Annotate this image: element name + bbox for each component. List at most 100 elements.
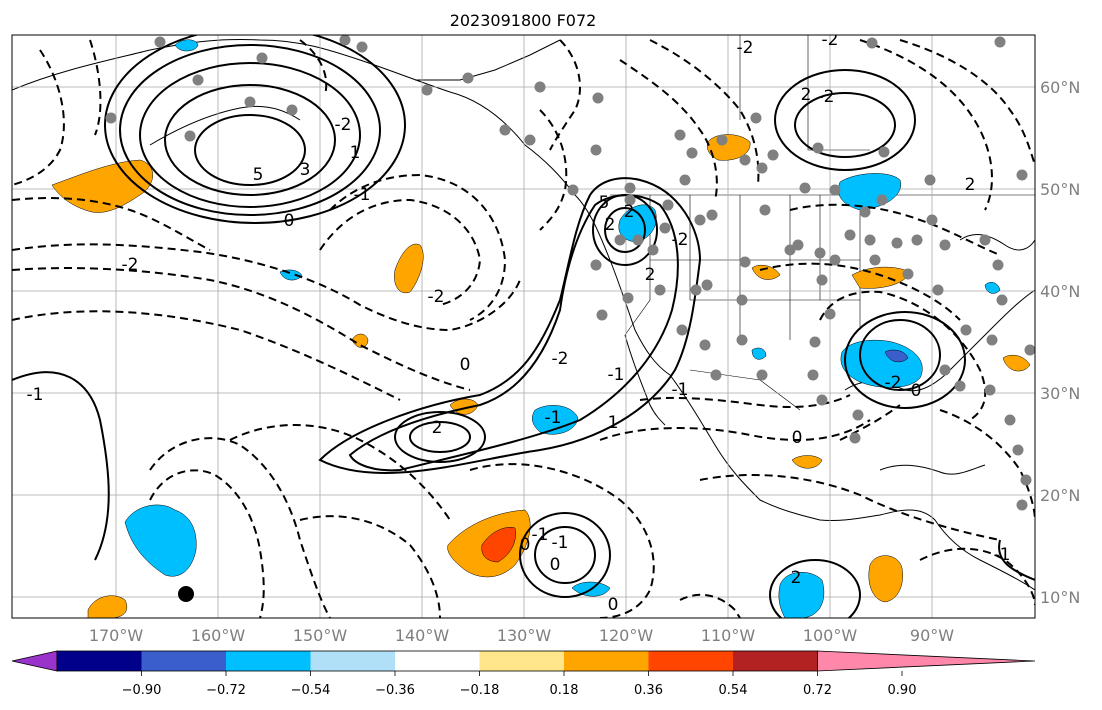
contour-label: -2 [818, 87, 835, 107]
station-marker [1016, 169, 1028, 181]
station-marker [878, 146, 890, 158]
station-marker [356, 41, 368, 53]
station-marker [736, 334, 748, 346]
station-marker [816, 274, 828, 286]
contour-label: -2 [428, 287, 445, 307]
contour-label: -1 [672, 380, 689, 400]
station-marker [799, 182, 811, 194]
colorbar-segment [733, 651, 818, 671]
colorbar-extend-max [817, 650, 1036, 672]
contour-label: -1 [608, 365, 625, 385]
longitude-label: 150°W [293, 626, 348, 645]
contour-label: 2 [791, 568, 802, 588]
colorbar-tick-label: 0.72 [803, 683, 832, 698]
station-marker [739, 256, 751, 268]
longitude-label: 170°W [89, 626, 144, 645]
station-marker [809, 336, 821, 348]
station-marker [590, 259, 602, 271]
latitude-label: 10°N [1040, 588, 1080, 607]
station-marker [979, 234, 991, 246]
contour-label: -2 [122, 255, 139, 275]
station-marker [864, 234, 876, 246]
station-marker [659, 222, 671, 234]
contour-label: -1 [545, 408, 562, 428]
station-marker [954, 380, 966, 392]
station-marker [690, 284, 702, 296]
station-marker [960, 324, 972, 336]
latitude-labels: 60°N 50°N 40°N 30°N 20°N 10°N [1040, 78, 1080, 607]
colorbar-tick-label: −0.54 [291, 683, 331, 698]
contour-label: -1 [27, 385, 44, 405]
station-marker [632, 234, 644, 246]
station-marker [421, 84, 433, 96]
station-marker-black [178, 586, 194, 602]
shade-blue [532, 405, 579, 435]
station-marker [859, 206, 871, 218]
station-marker [767, 149, 779, 161]
shade-blue [778, 572, 825, 618]
contour-label: -1 [994, 545, 1011, 565]
contour-label: 1 [608, 413, 619, 433]
station-marker [256, 52, 268, 64]
station-marker [824, 308, 836, 320]
contour-label: -2 [822, 30, 839, 50]
shade-orange [868, 555, 903, 603]
colorbar-segment [564, 651, 649, 671]
contour-label: 0 [460, 355, 471, 375]
shade-orange [1002, 354, 1031, 372]
contour-label: 2 [605, 215, 616, 235]
longitude-label: 160°W [191, 626, 246, 645]
station-marker [716, 134, 728, 146]
latitude-label: 60°N [1040, 78, 1080, 97]
station-marker [710, 369, 722, 381]
station-markers [105, 35, 1035, 511]
station-marker [662, 199, 674, 211]
station-marker [926, 214, 938, 226]
station-marker [759, 204, 771, 216]
station-marker [339, 35, 351, 46]
station-marker [624, 182, 636, 194]
station-marker [499, 124, 511, 136]
station-marker [911, 234, 923, 246]
contour-label: 3 [300, 160, 311, 180]
contour-label: 2 [432, 418, 443, 438]
longitude-label: 100°W [803, 626, 858, 645]
station-marker [939, 239, 951, 251]
station-marker [686, 147, 698, 159]
station-marker [192, 74, 204, 86]
station-marker [596, 309, 608, 321]
shade-orange [791, 455, 823, 469]
station-marker [891, 237, 903, 249]
contour-label: 2 [624, 202, 635, 222]
contour-label: 2 [801, 85, 812, 105]
station-marker [647, 244, 659, 256]
colorbar-segment [479, 651, 564, 671]
station-marker [105, 112, 117, 124]
station-marker [534, 81, 546, 93]
station-marker [1024, 344, 1035, 356]
station-marker [592, 92, 604, 104]
colorbar-tick-label: 0.18 [550, 683, 579, 698]
colorbar-tick-label: 0.54 [719, 683, 748, 698]
colorbar-tick-label: −0.18 [460, 683, 500, 698]
shade-red [481, 527, 516, 563]
contour-label: 0 [284, 211, 295, 231]
longitude-label: 140°W [395, 626, 450, 645]
station-marker [739, 154, 751, 166]
station-marker [816, 394, 828, 406]
contour-label: -2 [737, 38, 754, 58]
station-marker [994, 36, 1006, 48]
longitude-label: 130°W [497, 626, 552, 645]
graticule [12, 35, 1035, 618]
contour-label: -1 [532, 525, 549, 545]
station-marker [1020, 474, 1032, 486]
station-marker [676, 324, 688, 336]
contour-label: 0 [550, 555, 561, 575]
station-marker [244, 96, 256, 108]
station-marker [812, 142, 824, 154]
colorbar-tick-label: −0.90 [122, 683, 162, 698]
shade-blue [984, 282, 1001, 294]
station-marker [792, 239, 804, 251]
colorbar-tick-label: −0.36 [375, 683, 415, 698]
